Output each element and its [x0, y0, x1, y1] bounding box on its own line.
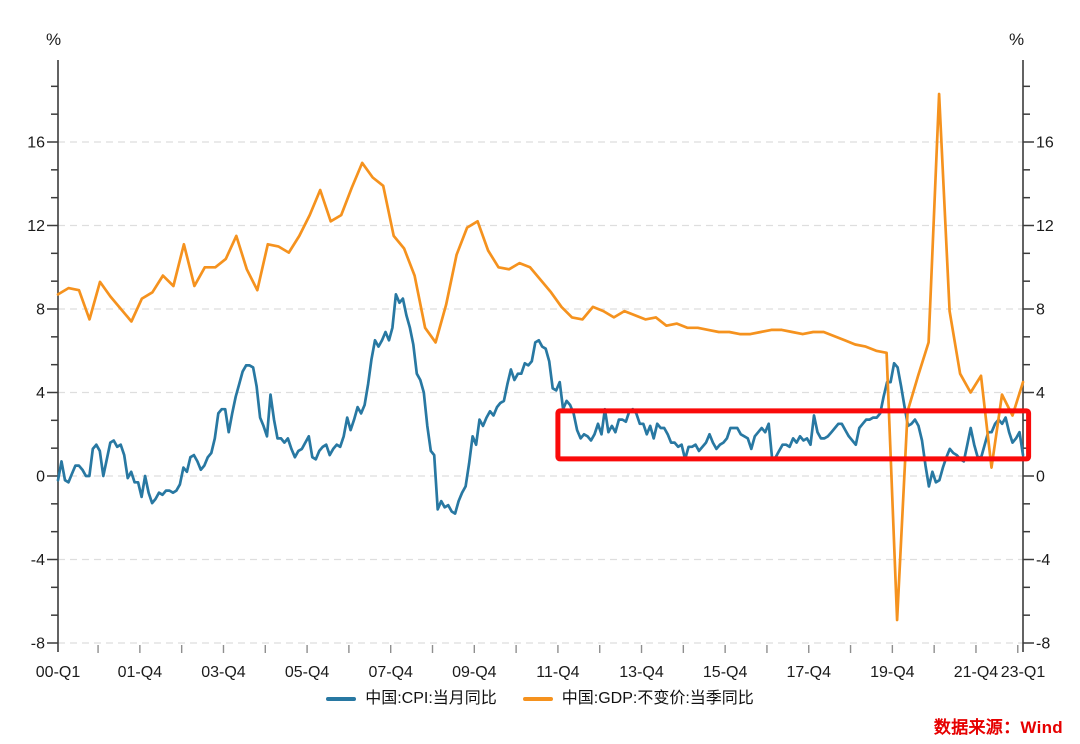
svg-text:0: 0: [36, 469, 45, 486]
svg-text:16: 16: [1036, 135, 1054, 152]
svg-text:19-Q4: 19-Q4: [870, 664, 915, 681]
legend-item-cpi-label: 中国:CPI:当月同比: [365, 690, 497, 707]
svg-text:07-Q4: 07-Q4: [368, 664, 413, 681]
svg-text:-4: -4: [31, 552, 45, 569]
source-note: 数据来源：Wind: [933, 718, 1063, 737]
svg-text:13-Q4: 13-Q4: [619, 664, 664, 681]
svg-text:12: 12: [27, 218, 45, 235]
svg-text:21-Q4: 21-Q4: [954, 664, 999, 681]
svg-text:00-Q1: 00-Q1: [36, 664, 81, 681]
x-ticks: [97, 645, 1019, 653]
svg-text:4: 4: [36, 385, 45, 402]
svg-text:8: 8: [1036, 302, 1045, 319]
svg-text:01-Q4: 01-Q4: [118, 664, 163, 681]
legend-item-gdp: 中国:GDP:不变价:当季同比: [522, 689, 754, 708]
highlight-box-annotation: [555, 408, 1032, 462]
axes: [57, 60, 1024, 652]
x-tick-labels: 00-Q1 01-Q4 03-Q4 05-Q4 07-Q4 09-Q4 11-Q4 13-Q4…: [36, 664, 1046, 681]
right-axis-unit-label: %: [1009, 30, 1025, 49]
svg-text:11-Q4: 11-Q4: [536, 664, 579, 681]
cpi-line-swatch: [326, 696, 357, 701]
legend: 中国:CPI:当月同比 中国:GDP:不变价:当季同比: [0, 689, 1080, 708]
legend-item-gdp-label: 中国:GDP:不变价:当季同比: [561, 690, 754, 707]
svg-text:17-Q4: 17-Q4: [787, 664, 832, 681]
svg-text:0: 0: [1036, 469, 1045, 486]
cpi-line-series: [56, 293, 1025, 515]
gdp-line-swatch: [522, 696, 553, 701]
legend-item-cpi: 中国:CPI:当月同比: [326, 689, 497, 708]
svg-text:16: 16: [27, 135, 45, 152]
svg-text:03-Q4: 03-Q4: [201, 664, 246, 681]
svg-text:09-Q4: 09-Q4: [452, 664, 497, 681]
svg-text:12: 12: [1036, 218, 1054, 235]
svg-text:8: 8: [36, 302, 45, 319]
svg-text:-8: -8: [31, 636, 45, 653]
svg-text:-4: -4: [1036, 552, 1050, 569]
gridlines: [58, 141, 1023, 644]
gdp-line-series: [56, 92, 1025, 622]
y-tick-labels: -8 -8 -4 -4 0 0 4 4 8 8 12 12 16 16: [27, 135, 1054, 653]
svg-text:05-Q4: 05-Q4: [285, 664, 330, 681]
svg-text:4: 4: [1036, 385, 1045, 402]
svg-text:23-Q1: 23-Q1: [1001, 664, 1046, 681]
svg-text:15-Q4: 15-Q4: [703, 664, 748, 681]
svg-text:-8: -8: [1036, 636, 1050, 653]
left-axis-unit-label: %: [46, 30, 62, 49]
